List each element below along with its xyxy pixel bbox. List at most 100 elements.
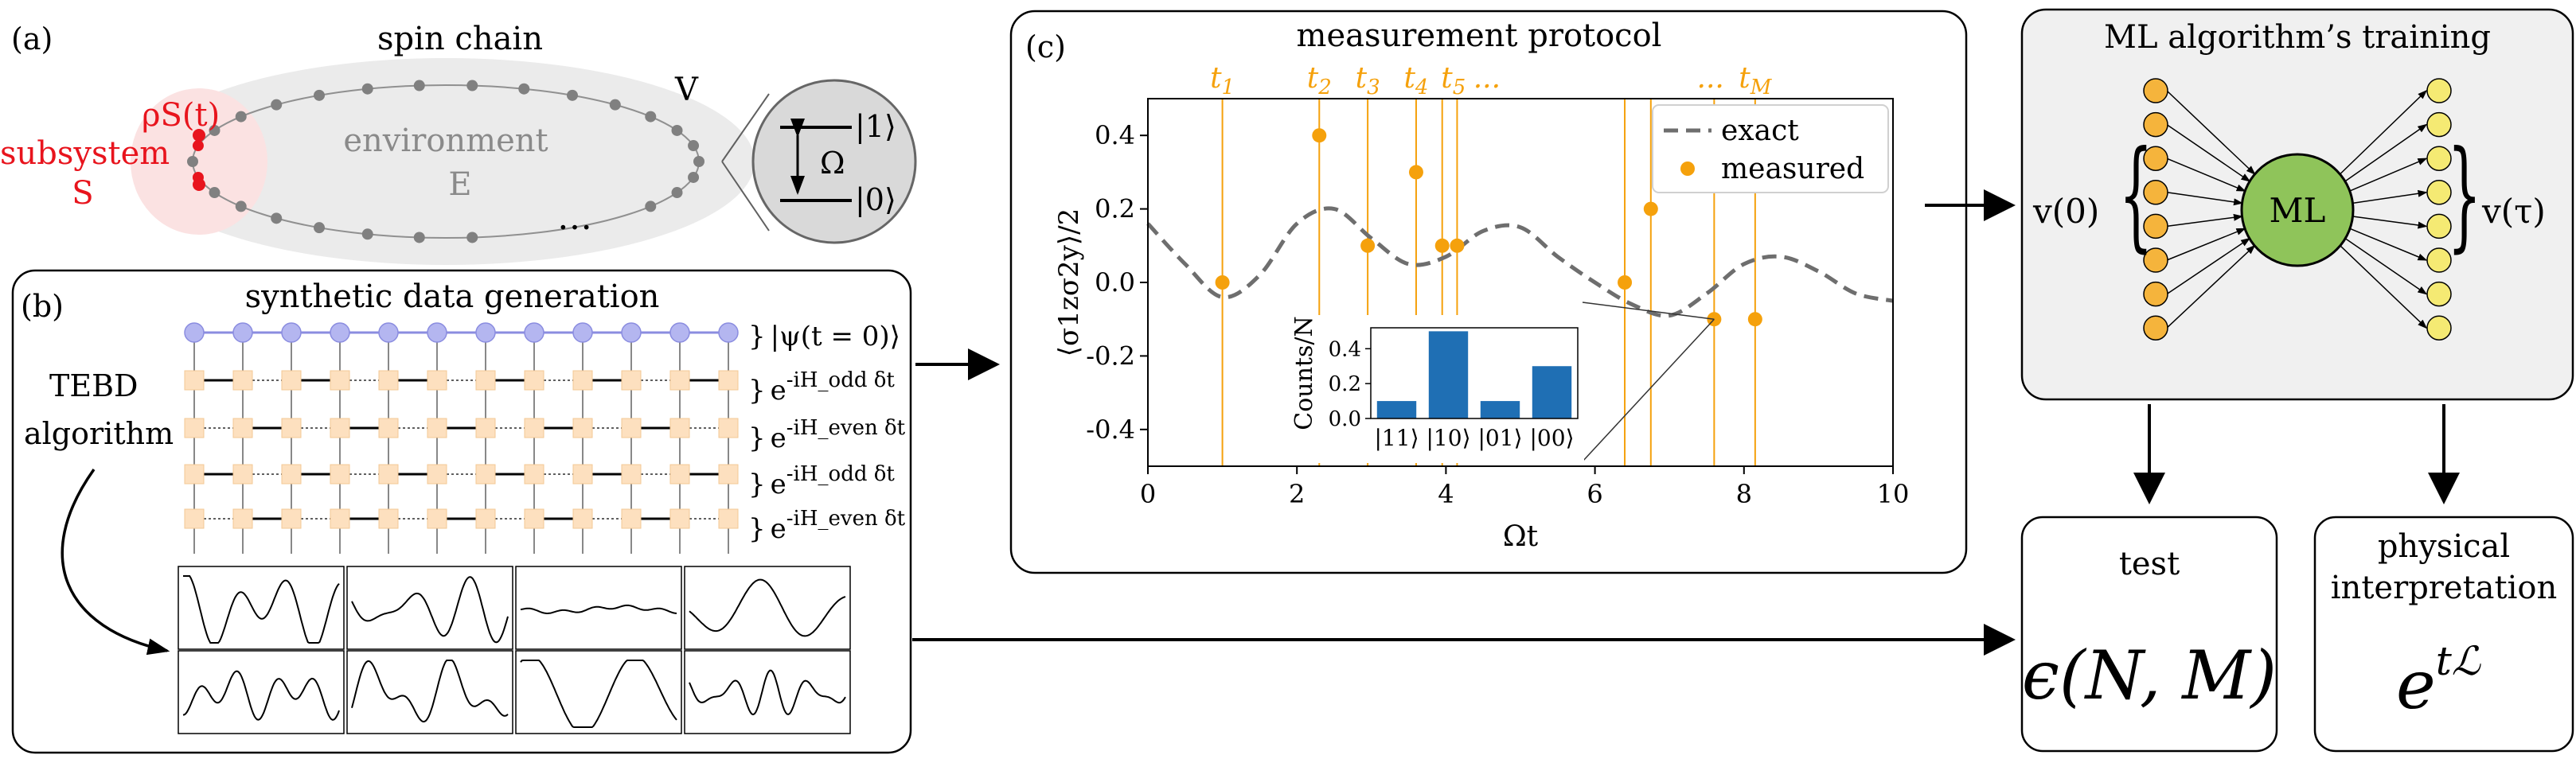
input-edge (2166, 213, 2243, 228)
inset-bar (1532, 366, 1572, 418)
gate-tensor (524, 418, 544, 438)
time-label: ... (1697, 62, 1724, 95)
x-tick-label: 4 (1438, 479, 1454, 509)
gate-tensor (427, 464, 447, 485)
mps-node (427, 322, 447, 343)
output-node (2426, 180, 2452, 205)
ml-node-label: ML (2270, 191, 2326, 230)
mps-node (330, 322, 350, 343)
trajectory-plot (346, 566, 513, 650)
input-node (2143, 315, 2168, 341)
legend-measured-swatch (1680, 162, 1695, 176)
gate-tensor (718, 418, 739, 438)
input-edge (2166, 228, 2246, 261)
input-brace: { (2119, 126, 2153, 264)
environment-spin (361, 83, 373, 95)
gate-tensor (669, 418, 690, 438)
output-edge (2352, 189, 2428, 204)
input-node (2143, 247, 2168, 273)
environment-spin (688, 140, 700, 152)
gate-tensor (524, 508, 544, 529)
output-vector-label: v(τ) (2481, 192, 2546, 231)
environment-spin (361, 228, 373, 240)
environment-spin (314, 89, 325, 101)
y-tick-label: 0.2 (1095, 194, 1135, 224)
zoom-line-top (721, 93, 770, 162)
environment-spin (271, 212, 283, 224)
panel-b-title: synthetic data generation (245, 278, 660, 315)
gate-tensor (184, 508, 205, 529)
panel-c-label: (c) (1025, 29, 1066, 64)
y-tick-label: 0.0 (1095, 267, 1135, 298)
panel-a-label: (a) (11, 21, 53, 56)
gate-label: } e-iH_odd δt (748, 462, 895, 500)
mps-node (232, 322, 253, 343)
environment-spin (235, 111, 247, 123)
inset-y-axis-label: Counts/N (1290, 316, 1318, 430)
gate-tensor (669, 464, 690, 485)
y-axis-label: ⟨σ1zσ2y⟩/2 (1053, 208, 1085, 356)
state-zero-label: |0⟩ (855, 182, 896, 217)
gate-tensor (330, 508, 350, 529)
trajectory-curve (182, 670, 340, 721)
tebd-circuit (184, 322, 739, 554)
gate-tensor (475, 370, 496, 391)
trajectory-curve (351, 576, 509, 644)
input-node (2143, 146, 2168, 171)
subsystem-spin (193, 129, 205, 142)
legend-box (1652, 104, 1889, 193)
generator-formula: etℒ (2396, 638, 2481, 724)
gate-tensor (475, 418, 496, 438)
gate-tensor (378, 508, 399, 529)
gate-tensor (427, 418, 447, 438)
gate-tensor (572, 464, 593, 485)
mps-node (184, 322, 205, 343)
mps-node (669, 322, 690, 343)
output-edge (2340, 245, 2428, 329)
input-edge (2166, 90, 2256, 175)
algorithm-name-line2: algorithm (24, 416, 174, 451)
x-tick-label: 0 (1140, 479, 1156, 509)
algorithm-name-line1: TEBD (49, 368, 138, 403)
environment-spin (314, 222, 325, 234)
input-edge (2166, 158, 2246, 192)
legend-exact-label: exact (1721, 115, 1799, 147)
environment-spin (567, 89, 578, 101)
x-tick-label: 8 (1736, 479, 1752, 509)
gate-tensor (281, 418, 302, 438)
panel-a: (a) spin chain environment E V … ρS(t) s… (0, 21, 917, 265)
inset-bar (1376, 401, 1417, 418)
inset-connector (1582, 318, 1715, 462)
gate-tensor (718, 464, 739, 485)
environment-symbol: E (448, 166, 471, 203)
gate-tensor (330, 464, 350, 485)
subsystem-label: subsystem (0, 135, 170, 172)
mps-node (718, 322, 739, 343)
x-tick-label: 6 (1587, 479, 1602, 509)
environment-spin (609, 99, 621, 111)
physics-title-line1: physical (2378, 528, 2510, 565)
y-tick-label: 0.4 (1095, 120, 1135, 150)
gate-tensor (281, 508, 302, 529)
legend-measured-label: measured (1721, 153, 1864, 185)
tebd-output-arrow (60, 468, 170, 656)
subsystem-highlight (131, 88, 267, 235)
zoom-line-bottom (721, 161, 770, 232)
ml-panel-title: ML algorithm’s training (2104, 19, 2491, 56)
output-edge (2344, 238, 2428, 295)
measured-point (1312, 128, 1327, 143)
measurement-chart: t1 t2 t3 t4 t5...... tM 0 2 4 6 8 10 -0.4 -0.2 0.0 0.2 0… (1053, 62, 1909, 553)
state-one-label: |1⟩ (855, 109, 896, 144)
gate-tensor (330, 418, 350, 438)
environment-spin (688, 171, 700, 183)
input-node (2143, 111, 2168, 138)
mps-node (621, 322, 642, 343)
measured-point (1450, 238, 1465, 253)
gate-tensor (475, 508, 496, 529)
physics-panel-frame (2313, 516, 2574, 753)
gate-tensor (232, 370, 253, 391)
test-panel-frame (2020, 516, 2278, 753)
measured-point (1643, 201, 1658, 216)
time-label: t2 (1307, 62, 1332, 99)
gate-tensor (232, 508, 253, 529)
